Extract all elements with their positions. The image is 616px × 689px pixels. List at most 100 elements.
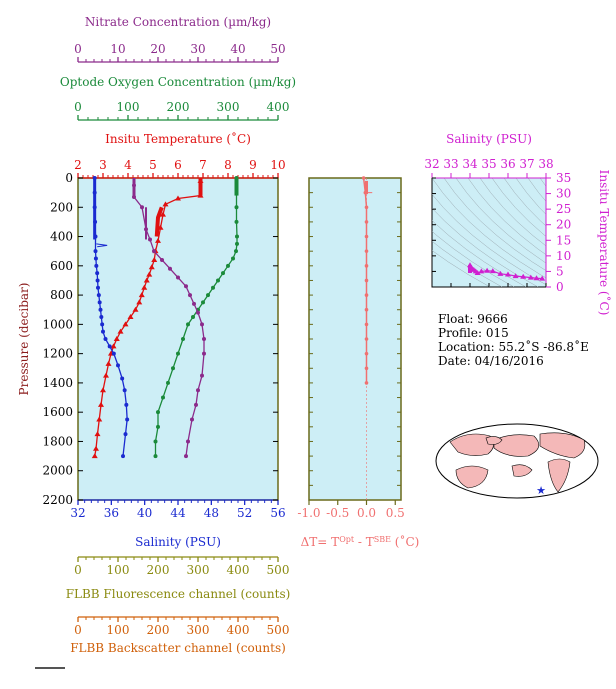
nitrate-point [202,351,206,356]
pressure-tick-label: 1600 [42,405,73,419]
nitrate-axis-tick-label: 0 [74,42,82,56]
oxygen-axis-tick-label: 100 [117,100,140,114]
temperature-point [175,195,181,201]
ts-temp-tick-label: 0 [556,280,564,294]
salinity-axis-tick-label: 32 [70,506,85,520]
oxygen-point [171,366,175,371]
dt-point [364,322,369,327]
pressure-tick-label: 2000 [42,464,73,478]
temperature-point [146,271,153,277]
pressure-tick-label: 600 [50,259,73,273]
oxygen-point [235,234,239,239]
pressure-tick-label: 400 [50,230,73,244]
ts-salinity-tick-label: 32 [424,157,439,171]
dt-point [364,278,369,283]
temperature-point [132,306,139,312]
salinity-axis-tick-label: 52 [237,506,252,520]
ts-temp-tick-label: 5 [556,264,564,278]
ts-temp-label: Insitu Temperature (˚C) [597,170,612,316]
ts-density-contour [503,178,546,227]
map-landmass [449,433,494,456]
dt-point [364,220,369,224]
fluor-axis-tick-label: 400 [227,563,250,577]
salinity-point [97,300,102,305]
nitrate-point [196,388,200,393]
profile-label: Profile: 015 [438,326,509,340]
location-label: Location: 55.2˚S -86.8˚E [438,340,589,354]
nitrate-point [152,249,156,254]
ts-density-contour [432,231,515,287]
temperature-point [105,360,112,366]
ts-point [478,268,485,274]
fluor-axis-label: FLBB Fluorescence channel (counts) [66,587,291,601]
ts-density-contour [432,241,503,287]
temperature-point [143,277,150,283]
ts-density-contour [432,178,546,279]
salinity-point [93,256,98,261]
ts-temp-tick-label: 15 [556,233,571,247]
temperature-point [138,292,145,298]
dt-point [364,205,369,210]
fluor-axis-tick-label: 0 [74,563,82,577]
salinity-point [96,285,100,290]
nitrate-point [192,301,196,306]
oxygen-point [156,410,160,415]
pressure-tick-label: 1000 [42,317,73,331]
temperature-point [113,336,120,341]
map-landmass [547,458,571,493]
nitrate-point [160,257,164,262]
fluor-axis-tick-label: 500 [267,563,290,577]
fluor-axis-tick-label: 300 [187,563,210,577]
map-landmass [455,465,489,489]
salinity-point [107,344,112,349]
temperature-axis-tick-label: 7 [199,158,207,172]
map-landmass [539,432,586,459]
temperature-point [148,264,155,270]
oxygen-point [176,351,180,356]
salinity-point [99,315,104,320]
oxygen-point [166,380,170,385]
nitrate-point [184,284,188,289]
ts-salinity-tick-label: 36 [500,157,515,171]
temperature-point [155,237,161,243]
temperature-axis-tick-label: 8 [224,158,232,172]
nitrate-axis-tick-label: 40 [230,42,245,56]
ts-salinity-tick-label: 38 [538,157,553,171]
footer-stamp [35,667,65,669]
temperature-point [136,299,143,305]
ts-density-contour [479,178,546,247]
nitrate-axis-tick-label: 20 [150,42,165,56]
oxygen-axis-tick-label: 0 [74,100,82,114]
backscatter-axis-tick-label: 500 [267,623,290,637]
fluor-axis-tick-label: 100 [107,563,130,577]
pressure-tick-label: 2200 [42,493,73,507]
oxygen-point [216,278,220,283]
salinity-axis-label: Salinity (PSU) [135,535,221,549]
salinity-point [100,322,105,327]
ts-point [527,274,534,280]
oxygen-axis-label: Optode Oxygen Concentration (µm/kg) [60,75,296,89]
nitrate-point [202,337,206,341]
fluor-axis-tick-label: 200 [147,563,170,577]
temperature-point [117,328,124,334]
oxygen-point [221,271,225,276]
oxygen-axis-tick-label: 400 [267,100,290,114]
float-location-marker: ★ [536,484,546,497]
date-label: Date: 04/16/2016 [438,354,544,368]
pressure-tick-label: 1400 [42,376,73,390]
nitrate-profile-line [133,185,205,457]
salinity-point [98,307,103,312]
nitrate-point [140,205,144,210]
salinity-point [124,402,129,407]
dt-point [361,176,366,180]
temperature-axis-tick-label: 4 [124,158,132,172]
pressure-tick-label: 200 [50,200,73,214]
ts-point [497,270,504,276]
oxygen-axis-tick-label: 200 [167,100,190,114]
oxygen-point [211,285,215,290]
salinity-axis-tick-label: 40 [137,506,152,520]
temperature-axis-tick-label: 3 [99,158,107,172]
oxygen-point [201,300,205,305]
backscatter-axis-tick-label: 300 [187,623,210,637]
ts-density-contour [432,250,491,287]
